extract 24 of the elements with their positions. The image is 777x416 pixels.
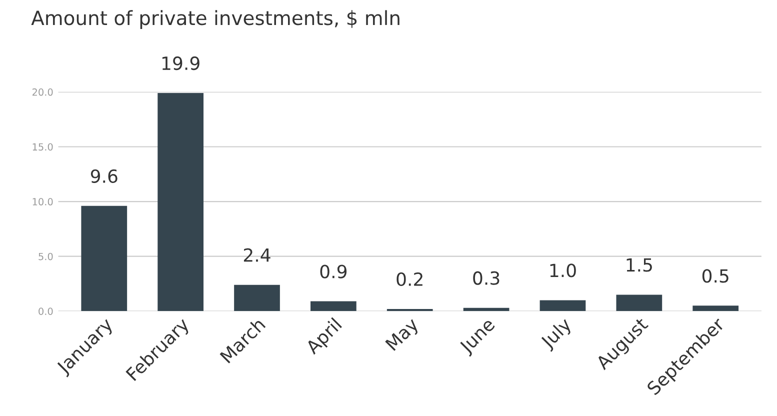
data-label: 0.3 [473, 271, 500, 285]
bar [310, 301, 356, 312]
bar [81, 206, 128, 312]
bar [234, 284, 280, 312]
data-label: 0.2 [396, 272, 422, 286]
bar [386, 308, 433, 312]
data-label: 1.0 [550, 264, 576, 278]
bar [158, 93, 204, 312]
data-label: 2.4 [244, 248, 270, 262]
bar [540, 300, 586, 312]
data-label: 19.9 [162, 56, 200, 70]
y-tick-label: 15.0 [32, 143, 53, 151]
y-tick-label: 0.0 [38, 308, 53, 315]
y-tick-label: 10.0 [32, 198, 53, 206]
chart-title: Amount of private investments, $ mln [31, 10, 400, 30]
data-label: 0.9 [320, 264, 347, 278]
bar [692, 306, 739, 312]
data-label: 9.6 [90, 169, 118, 183]
data-label: 1.5 [626, 258, 652, 272]
y-tick-label: 5.0 [38, 252, 53, 260]
data-label: 0.5 [702, 269, 728, 283]
bar [616, 294, 662, 312]
y-tick-label: 20.0 [32, 88, 53, 96]
bar [463, 308, 510, 312]
